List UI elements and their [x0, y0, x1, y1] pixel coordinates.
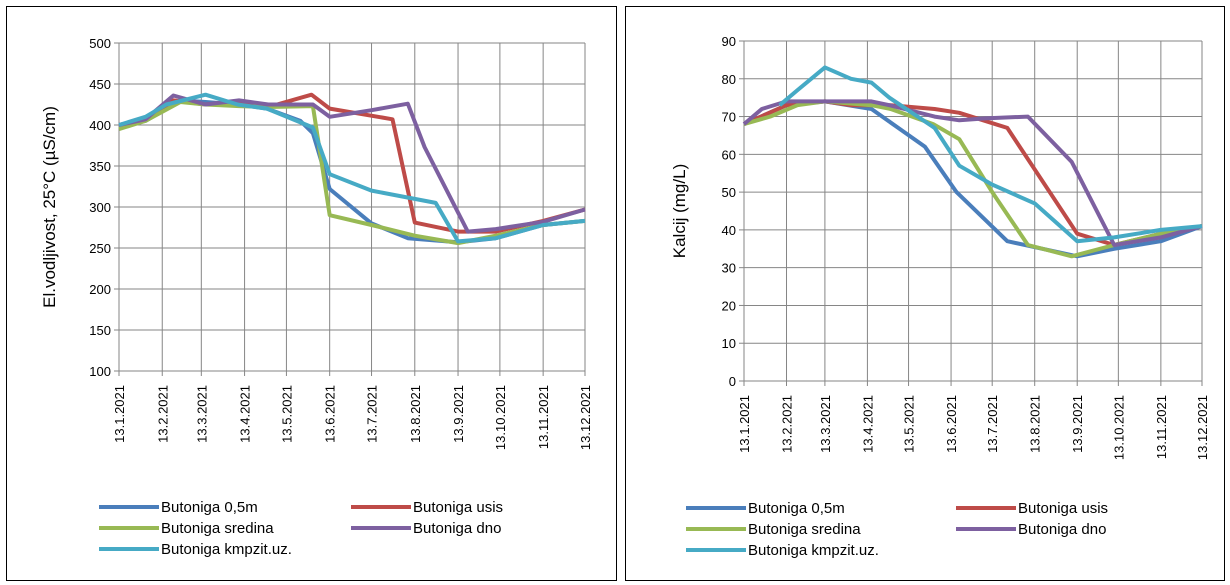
x-tick-label: 13.6.2021: [944, 395, 959, 453]
y-tick-label: 500: [89, 36, 111, 51]
y-tick-label: 70: [722, 110, 736, 125]
x-tick-label: 13.10.2021: [1111, 395, 1126, 460]
series-line-4: [778, 65, 1203, 244]
x-tick-label: 13.11.2021: [1154, 395, 1169, 459]
y-tick-label: 150: [89, 323, 111, 338]
series-line-3: [118, 93, 586, 234]
y-tick-label: 40: [722, 223, 736, 238]
x-tick-label: 13.8.2021: [408, 385, 423, 443]
y-tick-label: 80: [722, 72, 736, 87]
legend-label: Butoniga usis: [1018, 500, 1108, 517]
x-tick-label: 13.3.2021: [818, 395, 833, 453]
y-tick-label: 90: [722, 34, 736, 49]
y-tick-label: 250: [89, 241, 111, 256]
y-tick-label: 10: [722, 336, 736, 351]
y-tick-label: 200: [89, 282, 111, 297]
x-tick-label: 13.4.2021: [238, 385, 253, 443]
x-tick-label: 13.2.2021: [780, 395, 795, 453]
y-tick-label: 350: [89, 159, 111, 174]
legend-label: Butoniga kmpzit.uz.: [161, 541, 292, 558]
y-axis-label: El.vodljivost, 25°C (µS/cm): [40, 106, 59, 308]
y-tick-label: 450: [89, 77, 111, 92]
y-axis-label: Kalcij (mg/L): [670, 164, 689, 258]
y-tick-label: 300: [89, 200, 111, 215]
x-tick-label: 13.11.2021: [536, 385, 551, 449]
x-tick-label: 13.12.2021: [578, 385, 593, 450]
x-tick-label: 13.12.2021: [1195, 395, 1210, 460]
legend-label: Butoniga sredina: [161, 520, 274, 537]
x-tick-label: 13.9.2021: [1070, 395, 1085, 453]
legend-label: Butoniga dno: [1018, 521, 1106, 538]
legend-label: Butoniga kmpzit.uz.: [748, 542, 879, 559]
y-tick-label: 30: [722, 261, 736, 276]
x-tick-label: 13.7.2021: [365, 385, 380, 443]
x-tick-label: 13.4.2021: [860, 395, 875, 453]
x-tick-label: 13.10.2021: [493, 385, 508, 450]
series-line-2: [118, 100, 586, 246]
x-tick-label: 13.5.2021: [279, 385, 294, 443]
series-line-4: [118, 92, 586, 244]
x-tick-label: 13.9.2021: [451, 385, 466, 443]
x-tick-label: 13.2.2021: [155, 385, 170, 443]
x-tick-label: 13.3.2021: [194, 385, 209, 443]
legend-label: Butoniga usis: [413, 499, 503, 516]
y-tick-label: 0: [729, 374, 736, 389]
x-tick-label: 13.7.2021: [985, 395, 1000, 453]
x-tick-label: 13.1.2021: [737, 395, 752, 453]
x-tick-label: 13.6.2021: [323, 385, 338, 443]
legend-label: Butoniga sredina: [748, 521, 861, 538]
chart-panel-conductivity: 100 150 200 250 300 350 400 450 500 13.1.2021 13.2…: [6, 6, 617, 581]
x-tick-label: 13.8.2021: [1028, 395, 1043, 453]
y-tick-label: 60: [722, 147, 736, 162]
y-tick-label: 50: [722, 185, 736, 200]
y-tick-label: 100: [89, 364, 111, 379]
x-tick-label: 13.1.2021: [112, 385, 127, 443]
legend-label: Butoniga 0,5m: [161, 499, 258, 516]
x-tick-label: 13.5.2021: [902, 395, 917, 453]
calcium-chart: 0 10 20 30 40 50 60 70 80 90 13.1.2021 13.2.2021 13.…: [670, 34, 1210, 559]
y-tick-label: 20: [722, 298, 736, 313]
conductivity-chart: 100 150 200 250 300 350 400 450 500 13.1.2021 13.2…: [40, 36, 593, 558]
series-line-3: [742, 99, 1203, 247]
legend-label: Butoniga 0,5m: [748, 500, 845, 517]
series-line-2: [743, 99, 1203, 259]
y-tick-label: 400: [89, 118, 111, 133]
chart-panel-calcium: 0 10 20 30 40 50 60 70 80 90 13.1.2021 13.2.2021 13.…: [625, 6, 1225, 581]
legend-label: Butoniga dno: [413, 520, 501, 537]
